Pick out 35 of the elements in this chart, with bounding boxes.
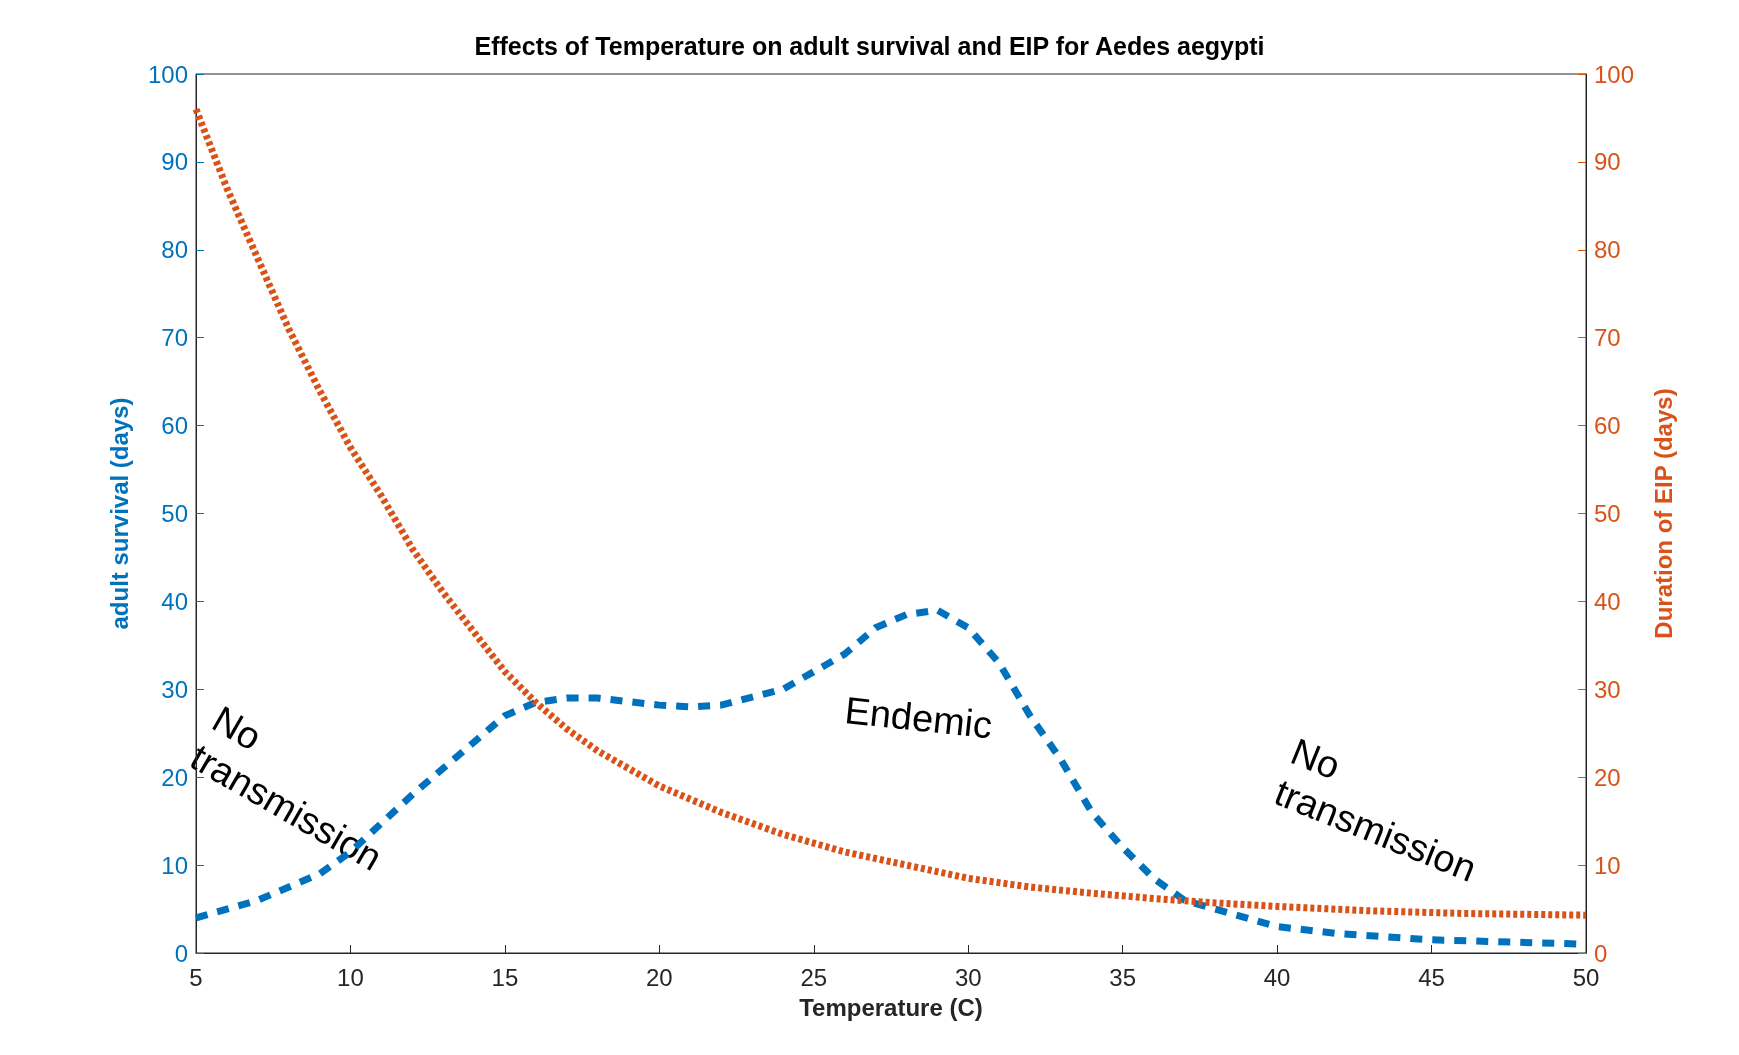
y-axis-title: adult survival (days): [105, 397, 133, 630]
y-tick-label: 70: [161, 324, 188, 352]
x-axis-title: Temperature (C): [799, 993, 983, 1021]
annotation: Endemic: [842, 689, 995, 747]
y2-tick-label: 40: [1594, 587, 1621, 615]
y-tick-label: 90: [161, 148, 188, 176]
y2-tick-label: 80: [1594, 236, 1621, 264]
y2-tick-label: 20: [1594, 763, 1621, 791]
y2-tick-label: 100: [1594, 60, 1635, 88]
x-tick-label: 40: [1263, 963, 1291, 991]
y2-tick-label: 30: [1594, 675, 1621, 703]
x-tick-label: 5: [189, 963, 203, 991]
x-tick-label: 10: [337, 963, 364, 991]
y2-tick-label: 90: [1594, 148, 1621, 176]
y-tick-label: 30: [161, 675, 188, 703]
y2-tick-label: 60: [1594, 412, 1621, 440]
x-tick-label: 15: [491, 963, 519, 991]
y2-tick-label: 70: [1594, 324, 1621, 352]
x-tick-label: 25: [800, 963, 828, 991]
y2-tick-label: 50: [1594, 500, 1621, 527]
y-tick-label: 80: [161, 236, 188, 264]
x-tick-label: 30: [954, 963, 982, 991]
y-tick-label: 40: [161, 587, 188, 615]
y-tick-label: 50: [161, 500, 188, 527]
chart-title: Effects of Temperature on adult survival and EIP for Aedes aegypti: [474, 31, 1265, 60]
y-tick-label: 20: [161, 763, 188, 791]
y2-axis-title: Duration of EIP (days): [1649, 388, 1677, 639]
y-tick-label: 60: [161, 412, 188, 440]
x-tick-label: 20: [645, 963, 673, 991]
y2-tick-label: 10: [1594, 851, 1621, 879]
y-tick-label: 10: [161, 851, 188, 879]
x-tick-label: 45: [1418, 963, 1445, 991]
y-tick-label: 0: [174, 939, 188, 967]
x-tick-label: 35: [1109, 963, 1137, 991]
y-tick-label: 100: [147, 60, 188, 88]
